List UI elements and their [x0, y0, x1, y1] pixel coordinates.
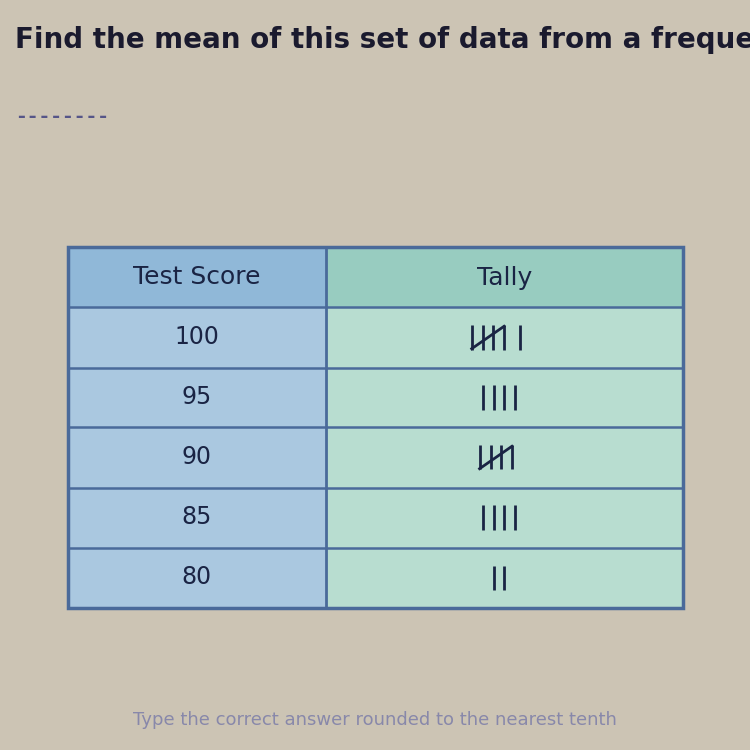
Bar: [326, 248, 682, 308]
Text: 85: 85: [182, 506, 212, 530]
Text: Tally: Tally: [476, 266, 532, 290]
Text: 80: 80: [182, 566, 212, 590]
Text: Type the correct answer rounded to the nearest tenth: Type the correct answer rounded to the n…: [133, 711, 617, 729]
Text: Find the mean of this set of data from a frequency t: Find the mean of this set of data from a…: [15, 26, 750, 54]
Text: Test Score: Test Score: [133, 266, 260, 290]
Bar: [326, 248, 682, 608]
Text: --------: --------: [15, 106, 109, 126]
Bar: [68, 248, 326, 608]
Text: 95: 95: [182, 386, 212, 410]
Text: 100: 100: [174, 326, 219, 350]
Bar: [68, 248, 326, 308]
Text: 90: 90: [182, 446, 212, 470]
